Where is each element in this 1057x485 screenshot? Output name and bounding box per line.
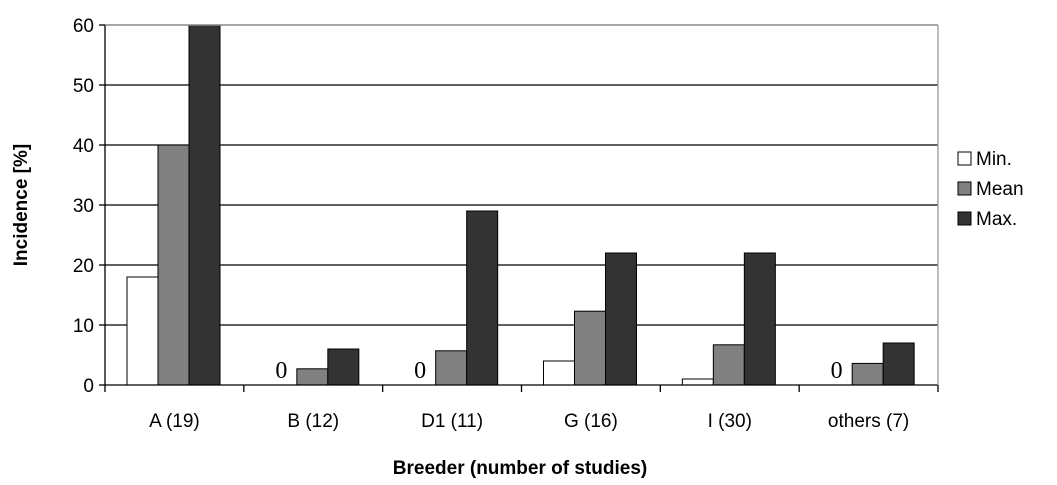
x-tick-label: D1 (11) [421, 411, 483, 432]
bar-max-3 [605, 252, 637, 386]
bar-max-1 [327, 348, 360, 386]
bar-max-4 [743, 252, 776, 386]
x-axis-title: Breeder (number of studies) [393, 458, 647, 479]
y-tick-label: 40 [73, 136, 94, 157]
bar-min-0 [126, 276, 159, 386]
x-tick-label: I (30) [708, 411, 752, 432]
zero-labels: 0 0 0 [275, 358, 842, 384]
legend-label: Min. [976, 149, 1012, 170]
y-tick-label: 50 [73, 76, 94, 97]
y-tick-label: 30 [73, 196, 94, 217]
plot-frame [99, 24, 939, 392]
y-tick-label: 0 [83, 376, 94, 397]
legend-label: Max. [976, 209, 1017, 230]
bar-max-5 [882, 342, 915, 386]
bars [126, 24, 915, 386]
bar-mean-4 [712, 344, 745, 386]
legend-swatch [957, 181, 972, 196]
bar-max-2 [466, 210, 499, 386]
gridlines [105, 24, 938, 326]
zero-data-label: 0 [275, 358, 287, 384]
zero-data-label: 0 [414, 358, 426, 384]
x-tick-label: B (12) [287, 411, 339, 432]
bar-max-0 [188, 24, 221, 386]
bar-mean-2 [435, 350, 468, 386]
bar-mean-0 [157, 144, 190, 386]
y-tick-label: 60 [73, 16, 94, 37]
y-axis-title: Incidence [%] [11, 144, 32, 266]
x-tick-labels: A (19) B (12) D1 (11) G (16) I (30) others (7… [149, 411, 909, 432]
zero-data-label: 0 [831, 358, 843, 384]
legend-swatch [957, 151, 972, 166]
x-tick-label: G (16) [564, 411, 618, 432]
x-tick-label: A (19) [149, 411, 200, 432]
bar-min-4 [681, 378, 714, 386]
legend-label: Mean [976, 179, 1024, 200]
legend-swatch [957, 211, 972, 226]
bar-min-3 [543, 360, 575, 386]
y-tick-label: 20 [73, 256, 94, 277]
legend: Min. Mean Max. [957, 149, 1024, 230]
y-tick-label: 10 [73, 316, 94, 337]
x-tick-label: others (7) [828, 411, 909, 432]
bar-mean-1 [296, 368, 329, 386]
y-tick-labels: 0 10 20 30 40 50 60 [73, 16, 94, 397]
bar-mean-5 [851, 362, 884, 386]
bar-mean-3 [574, 310, 606, 386]
